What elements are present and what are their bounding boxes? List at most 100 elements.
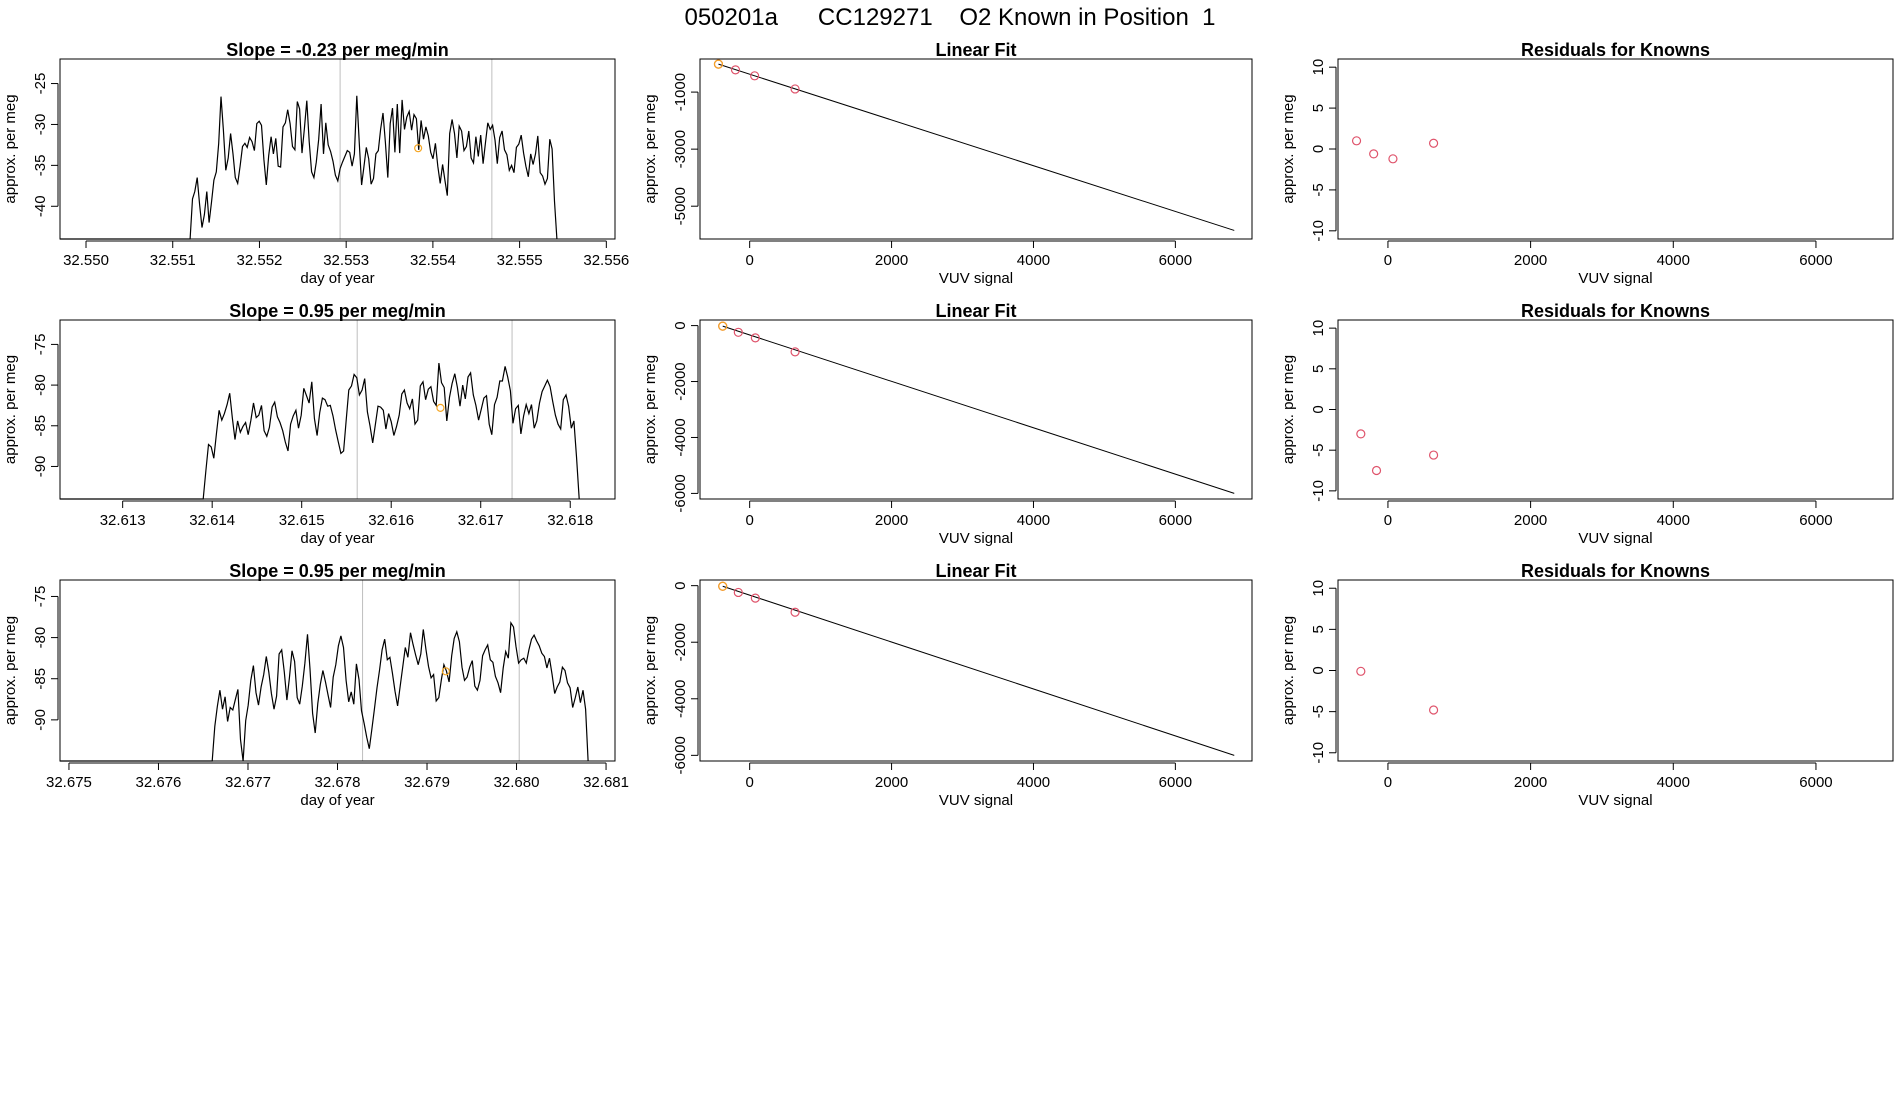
y-axis-label: approx. per meg (1280, 94, 1297, 203)
x-tick-label: 2000 (875, 512, 908, 529)
x-tick-label: 4000 (1657, 252, 1690, 269)
chart-title: Slope = 0.95 per meg/min (229, 561, 446, 581)
series-line (60, 363, 580, 500)
x-axis: 32.550 32.551 32.552 32.553 32.554 32.555 32.5… (63, 240, 629, 287)
data-point (1351, 136, 1362, 146)
current-point (436, 403, 445, 412)
x-tick-label: 0 (745, 252, 753, 269)
chart-title: Slope = 0.95 per meg/min (229, 301, 446, 321)
y-tick-label: -4000 (672, 418, 689, 456)
y-tick-label: -5 (1310, 183, 1327, 196)
y-axis-label: approx. per meg (1280, 616, 1297, 725)
y-axis: -75 -80 -85 -90 approx. per meg (2, 586, 59, 731)
chart-panel: Residuals for Knowns 0 2000 4000 6000 VUV sig… (1280, 561, 1894, 809)
chart-title: Residuals for Knowns (1521, 301, 1710, 321)
x-tick-label: 32.615 (279, 512, 325, 529)
x-axis: 32.613 32.614 32.615 32.616 32.617 32.618 day … (100, 500, 593, 547)
chart-title: Residuals for Knowns (1521, 40, 1710, 60)
y-tick-label: -25 (32, 73, 49, 95)
data-point (750, 333, 760, 343)
y-axis: -1000 -3000 -5000 approx. per meg (642, 73, 699, 225)
y-tick-label: -10 (1310, 220, 1327, 242)
y-tick-label: 0 (672, 321, 689, 329)
y-tick-label: -85 (32, 415, 49, 437)
x-tick-label: 32.681 (583, 774, 629, 791)
y-axis-label: approx. per meg (2, 616, 19, 725)
x-tick-label: 2000 (1514, 774, 1547, 791)
fit-line (718, 63, 1235, 231)
y-tick-label: -10 (1310, 742, 1327, 764)
data-point (790, 607, 800, 617)
x-axis: 0 2000 4000 6000 VUV signal (1384, 500, 1833, 547)
x-tick-label: 2000 (875, 252, 908, 269)
x-tick-label: 4000 (1657, 774, 1690, 791)
y-tick-label: -6000 (672, 736, 689, 774)
x-tick-label: 0 (745, 774, 753, 791)
x-axis-label: VUV signal (939, 792, 1013, 809)
chart-panel: Residuals for Knowns 0 2000 4000 6000 VUV sig… (1280, 301, 1894, 547)
x-tick-label: 32.680 (494, 774, 540, 791)
x-tick-label: 4000 (1017, 512, 1050, 529)
chart-title: Residuals for Knowns (1521, 561, 1710, 581)
plot-frame (1337, 579, 1894, 762)
x-axis-label: day of year (300, 530, 374, 547)
y-tick-label: -5 (1310, 444, 1327, 457)
x-axis: 0 2000 4000 6000 VUV signal (745, 500, 1192, 547)
x-tick-label: 32.677 (225, 774, 271, 791)
current-point (414, 144, 423, 153)
y-tick-label: -40 (32, 195, 49, 217)
y-tick-label: -3000 (672, 130, 689, 168)
data-point (1369, 149, 1379, 159)
current-point (718, 321, 728, 331)
x-tick-label: 2000 (1514, 512, 1547, 529)
y-tick-label: -6000 (672, 474, 689, 512)
fit-line (722, 325, 1235, 494)
x-axis: 32.675 32.676 32.677 32.678 32.679 32.680 32.6… (46, 762, 629, 809)
y-tick-label: -85 (32, 668, 49, 690)
y-axis-label: approx. per meg (642, 355, 659, 464)
x-axis: 0 2000 4000 6000 VUV signal (745, 762, 1192, 809)
x-tick-label: 32.616 (368, 512, 414, 529)
x-axis-label: VUV signal (939, 530, 1013, 547)
y-tick-label: -5 (1310, 705, 1327, 718)
y-axis-label: approx. per meg (1280, 355, 1297, 464)
y-tick-label: 0 (1310, 405, 1327, 413)
series-line (60, 95, 558, 240)
x-axis-label: day of year (300, 270, 374, 287)
y-axis-label: approx. per meg (2, 94, 19, 203)
y-axis: 10 5 0 -5 -10 approx. per meg (1280, 320, 1337, 502)
x-tick-label: 0 (745, 512, 753, 529)
x-tick-label: 6000 (1159, 774, 1192, 791)
y-axis-label: approx. per meg (2, 355, 19, 464)
plot-frame (59, 319, 616, 500)
x-axis-label: VUV signal (1578, 792, 1652, 809)
y-tick-label: -5000 (672, 187, 689, 225)
y-tick-label: -4000 (672, 680, 689, 718)
data-point (730, 65, 741, 75)
x-axis: 0 2000 4000 6000 VUV signal (745, 240, 1192, 287)
chart-title: Linear Fit (935, 40, 1016, 60)
y-tick-label: -75 (32, 586, 49, 608)
data-point (1356, 666, 1366, 676)
page-title: 050201a CC129271 O2 Known in Position 1 (684, 4, 1215, 31)
x-tick-label: 4000 (1017, 774, 1050, 791)
y-axis: 0 -2000 -4000 -6000 approx. per meg (642, 321, 699, 513)
data-point (750, 71, 760, 81)
plot-frame (699, 58, 1253, 240)
x-tick-label: 32.555 (497, 252, 543, 269)
fit-line (722, 585, 1235, 756)
current-point (441, 667, 450, 676)
y-tick-label: -1000 (672, 73, 689, 111)
x-tick-label: 2000 (1514, 252, 1547, 269)
x-axis-label: VUV signal (1578, 270, 1652, 287)
x-tick-label: 0 (1384, 512, 1392, 529)
y-tick-label: -75 (32, 334, 49, 356)
current-point (713, 59, 724, 69)
plot-frame (699, 319, 1253, 500)
data-point (1388, 154, 1398, 164)
data-point (1428, 450, 1439, 460)
x-axis-label: day of year (300, 792, 374, 809)
x-tick-label: 32.676 (136, 774, 182, 791)
